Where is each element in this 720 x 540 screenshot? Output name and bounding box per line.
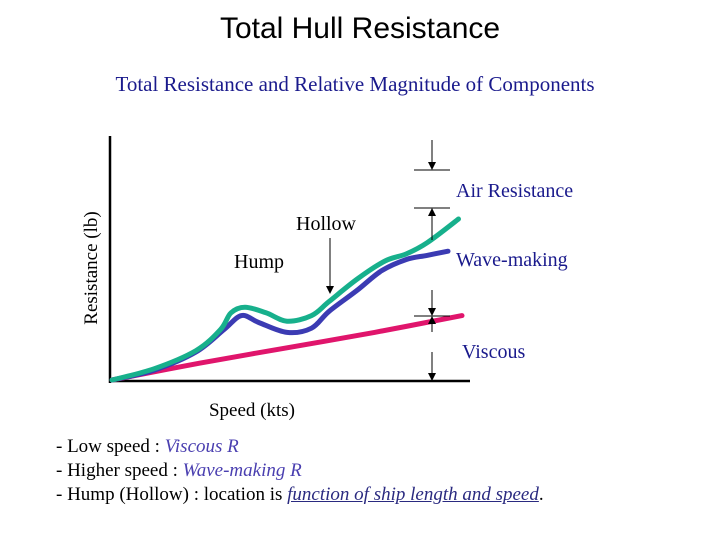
- hump-label: Hump: [234, 251, 284, 273]
- note-term-function-link[interactable]: function of ship length and speed: [287, 484, 539, 505]
- total-resistance-line: [109, 216, 461, 383]
- note-higher-speed: - Higher speed : Wave-making R: [56, 459, 716, 483]
- notes-list: - Low speed : Viscous R - Higher speed :…: [56, 435, 716, 507]
- note-term-viscous: Viscous R: [164, 436, 239, 457]
- note-prefix: - Higher speed :: [56, 460, 183, 481]
- wave-making-label: Wave-making: [456, 249, 568, 271]
- viscous-resistance-line: [109, 313, 465, 383]
- slide-title: Total Hull Resistance: [219, 12, 501, 45]
- note-hump-hollow: - Hump (Hollow) : location is function o…: [56, 483, 716, 507]
- viscous-label: Viscous: [462, 341, 525, 363]
- x-axis-label: Speed (kts): [209, 400, 295, 421]
- hollow-label: Hollow: [296, 213, 357, 235]
- y-axis-label: Resistance (lb): [81, 211, 102, 324]
- note-low-speed: - Low speed : Viscous R: [56, 435, 716, 459]
- air-resistance-label: Air Resistance: [456, 180, 573, 202]
- resistance-chart: Resistance (lb) Speed (kts) Air Resistan…: [81, 136, 573, 421]
- chart-title: Total Resistance and Relative Magnitude …: [115, 72, 595, 96]
- note-suffix: .: [538, 484, 544, 505]
- note-prefix: - Low speed :: [56, 436, 165, 457]
- note-prefix: - Hump (Hollow) : location is: [56, 484, 288, 505]
- note-term-wave-making: Wave-making R: [182, 460, 302, 481]
